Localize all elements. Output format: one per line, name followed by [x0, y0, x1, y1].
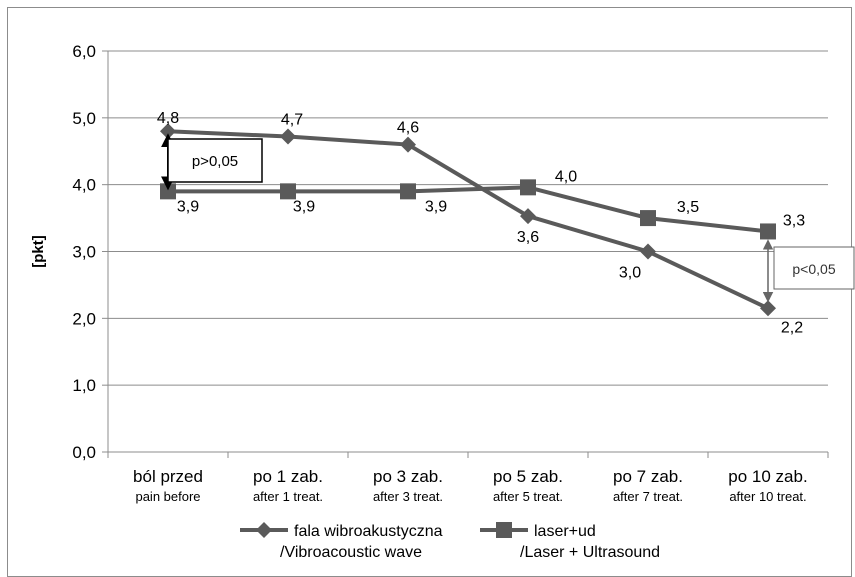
x-tick-label: ból przed: [133, 467, 203, 486]
legend-label-secondary: /Laser + Ultrasound: [520, 544, 660, 560]
x-tick-sublabel: after 10 treat.: [729, 489, 806, 504]
legend-label: fala wibroakustyczna: [294, 523, 443, 540]
x-tick-label: po 7 zab.: [613, 467, 683, 486]
data-label: 3,5: [677, 199, 699, 216]
annotation-box: [773, 246, 855, 290]
y-tick-label: 3,0: [72, 243, 96, 262]
data-point-diamond: [400, 136, 416, 153]
y-tick-label: 4,0: [72, 176, 96, 195]
x-tick-sublabel: pain before: [135, 489, 200, 504]
data-point-square: [760, 223, 776, 240]
data-point-square: [640, 210, 656, 227]
data-label: 4,8: [157, 110, 179, 127]
data-point-square: [160, 183, 176, 200]
data-label: 3,3: [783, 212, 805, 229]
x-tick-label: po 1 zab.: [253, 467, 323, 486]
data-label: 3,9: [425, 198, 447, 215]
annotation-text: p<0,05: [792, 261, 835, 277]
y-tick-label: 6,0: [72, 42, 96, 61]
x-tick-sublabel: after 1 treat.: [253, 489, 323, 504]
data-point-square: [520, 179, 536, 196]
x-tick-sublabel: after 3 treat.: [373, 489, 443, 504]
annotation-text: p>0,05: [192, 153, 238, 170]
gridlines: [108, 50, 828, 453]
data-label: 3,0: [619, 265, 641, 282]
data-label: 2,2: [781, 319, 803, 336]
data-point-diamond: [760, 300, 776, 317]
data-label: 4,7: [281, 112, 303, 129]
annotations: p>0,05 p<0,05: [161, 133, 855, 303]
legend: fala wibroakustyczna/Vibroacoustic wave l…: [240, 522, 660, 560]
data-point-diamond: [280, 128, 296, 145]
data-point-square: [400, 183, 416, 200]
data-point-square: [280, 183, 296, 200]
y-tick-label: 0,0: [72, 443, 96, 462]
y-tick-label: 1,0: [72, 376, 96, 395]
data-label: 4,6: [397, 120, 419, 137]
annotation-box: [167, 138, 263, 183]
x-tick-label: po 3 zab.: [373, 467, 443, 486]
x-tick-sublabel: after 5 treat.: [493, 489, 563, 504]
x-tick-label: po 10 zab.: [728, 467, 807, 486]
line-chart: 0,0 1,0 2,0 3,0 4,0 5,0 6,0 [pkt] ból przed pai…: [30, 42, 855, 560]
y-axis-ticks: 0,0 1,0 2,0 3,0 4,0 5,0 6,0: [72, 42, 109, 462]
legend-marker-square: [496, 522, 512, 538]
data-label: 3,9: [293, 198, 315, 215]
data-point-diamond: [520, 208, 536, 225]
y-axis-label: [pkt]: [30, 235, 47, 268]
legend-label-secondary: /Vibroacoustic wave: [280, 544, 422, 560]
data-label: 3,6: [517, 229, 539, 246]
y-tick-label: 2,0: [72, 309, 96, 328]
x-tick-sublabel: after 7 treat.: [613, 489, 683, 504]
series-line-1: [167, 129, 769, 311]
data-label: 3,9: [177, 198, 199, 215]
legend-marker-diamond: [256, 522, 272, 538]
x-tick-label: po 5 zab.: [493, 467, 563, 486]
y-tick-label: 5,0: [72, 109, 96, 128]
data-label: 4,0: [555, 168, 577, 185]
series-line-2: [168, 185, 769, 234]
x-axis: ból przed pain before po 1 zab. after 1 tre…: [107, 451, 829, 504]
legend-label: laser+ud: [534, 523, 596, 540]
data-point-diamond: [640, 243, 656, 260]
